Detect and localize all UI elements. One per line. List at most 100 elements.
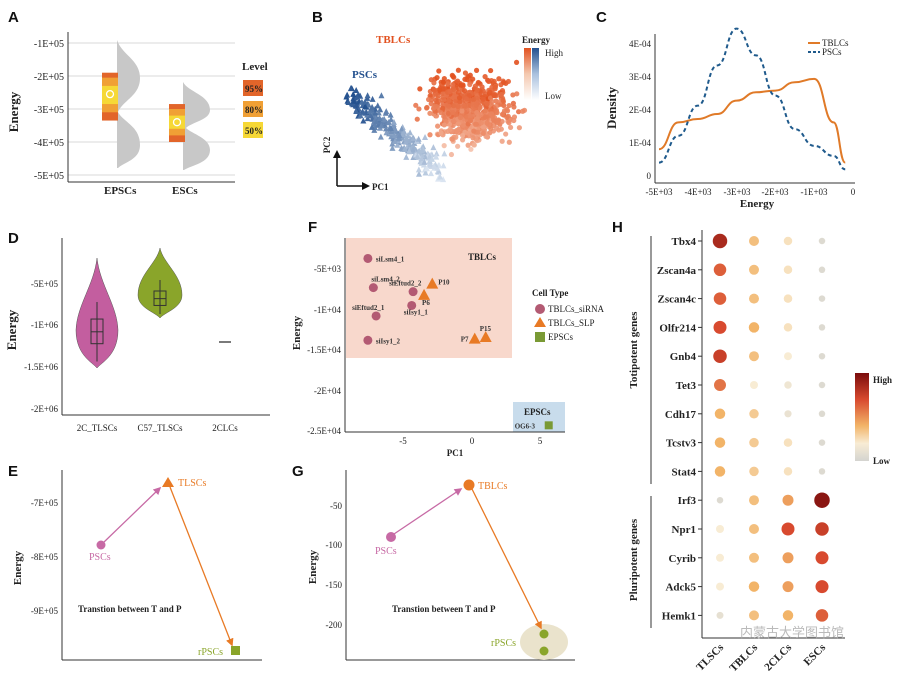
b-point-pscs <box>394 141 401 148</box>
b-point-pscs <box>378 92 385 99</box>
h-dot <box>749 495 759 506</box>
f-point-sirna <box>407 300 417 310</box>
b-point-tblcs <box>507 124 514 131</box>
h-dot <box>716 553 724 562</box>
b-point-tblcs <box>516 109 522 115</box>
c-legend-pscs: PSCs <box>822 47 842 57</box>
h-dot <box>713 263 727 277</box>
b-point-tblcs <box>441 143 447 149</box>
g-ytick: -150 <box>326 580 343 590</box>
f-point-label: P10 <box>438 279 450 287</box>
panel-d: D -5E+05 -1E+06 -1.5E+06 -2E+06 Energy 2… <box>4 230 270 433</box>
c-line-pscs <box>658 27 846 171</box>
b-point-tblcs <box>470 76 476 82</box>
h-group-toti: Totipotent genes <box>628 311 640 389</box>
b-point-tblcs <box>448 151 455 158</box>
f-point-label: siIsy1_2 <box>376 337 401 345</box>
b-point-tblcs <box>455 67 462 73</box>
h-dot <box>714 408 726 420</box>
h-dot <box>783 236 793 246</box>
e-caption: Transtion between T and P <box>78 604 182 614</box>
b-point-tblcs <box>489 111 495 117</box>
c-ytick: 4E-04 <box>629 39 651 49</box>
b-point-tblcs <box>514 91 520 97</box>
b-point-tblcs <box>461 87 468 94</box>
c-xtick: 0 <box>851 187 856 197</box>
b-point-tblcs <box>450 118 457 124</box>
f-point-slp <box>418 288 431 300</box>
h-dot <box>818 410 826 418</box>
c-legend-tblcs: TBLCs <box>822 38 849 48</box>
b-point-tblcs <box>426 96 432 103</box>
b-point-tblcs <box>501 79 507 86</box>
b-point-tblcs <box>473 102 479 108</box>
a-ylabel: Energy <box>6 91 21 132</box>
b-point-tblcs <box>511 117 517 124</box>
b-point-pscs <box>415 170 422 177</box>
h-gene-label: Zscan4c <box>658 294 697 306</box>
b-point-pscs <box>378 122 385 129</box>
b-point-tblcs <box>467 117 473 124</box>
h-gene-label: Adck5 <box>665 582 696 594</box>
f-point-sirna <box>363 335 373 345</box>
a-ytick: -1E+05 <box>34 39 64 50</box>
b-point-tblcs <box>467 114 474 120</box>
a-ytick: -4E+05 <box>34 138 64 149</box>
h-dot <box>818 468 826 475</box>
b-point-tblcs <box>482 74 488 80</box>
b-point-pscs <box>396 131 403 138</box>
b-point-pscs <box>437 173 444 180</box>
b-point-tblcs <box>474 87 480 93</box>
b-point-pscs <box>390 118 397 125</box>
e-label-pscs: PSCs <box>89 552 111 563</box>
b-point-pscs <box>391 137 398 144</box>
a-median-point <box>105 90 115 99</box>
h-dot <box>814 492 830 508</box>
b-point-pscs <box>403 153 410 160</box>
g-node-rpscs-1 <box>539 629 549 639</box>
f-point-slp <box>426 277 439 289</box>
f-point-label: siEftud2_2 <box>389 280 422 288</box>
b-point-tblcs <box>446 103 452 109</box>
h-dot <box>749 610 759 621</box>
panel-d-label: D <box>8 230 19 247</box>
b-point-tblcs <box>493 98 499 104</box>
h-gene-label: Hemk1 <box>662 610 696 622</box>
panel-c: C 0 1E-04 2E-04 3E-04 4E-04 -5E+03 -4E+0… <box>596 9 856 210</box>
b-point-tblcs <box>441 122 447 128</box>
f-region-epscs-label: EPSCs <box>524 407 551 417</box>
e-node-tlscs <box>162 477 174 487</box>
b-point-tblcs <box>459 132 466 139</box>
h-dot <box>713 320 727 334</box>
a-legend-swatch-95 <box>243 80 263 96</box>
f-legend-marker-epscs <box>535 332 545 342</box>
b-point-tblcs <box>440 79 447 85</box>
f-xtick: 5 <box>538 436 543 446</box>
b-point-tblcs <box>499 138 505 144</box>
h-legend-high: High <box>873 375 892 385</box>
b-point-tblcs <box>470 135 476 141</box>
b-point-tblcs <box>445 110 451 116</box>
b-point-tblcs <box>455 103 461 109</box>
a-ytick: -5E+05 <box>34 171 64 182</box>
h-dot <box>750 381 758 389</box>
panel-g-label: G <box>292 463 304 480</box>
b-point-tblcs <box>506 120 512 126</box>
b-point-tblcs <box>434 75 440 81</box>
b-point-pscs <box>353 93 360 100</box>
panel-h: H Totipotent genes Pluripotent genes Tbx… <box>612 219 892 674</box>
b-point-pscs <box>422 133 429 140</box>
e-ytick: -7E+05 <box>31 498 59 508</box>
b-point-tblcs <box>498 91 505 98</box>
h-dot <box>818 439 826 446</box>
h-gene-label: Gnb4 <box>670 351 697 363</box>
b-pc1-arrow-icon <box>362 182 370 190</box>
g-rpscs-cluster <box>520 624 568 660</box>
b-point-tblcs <box>451 103 457 109</box>
h-legend-bar <box>855 373 869 461</box>
h-dot <box>749 351 759 362</box>
f-point-sirna <box>408 287 418 297</box>
a-interval-i50 <box>102 85 118 105</box>
e-arrow-tlscs-rpscs <box>169 486 234 647</box>
h-dot <box>716 582 724 591</box>
